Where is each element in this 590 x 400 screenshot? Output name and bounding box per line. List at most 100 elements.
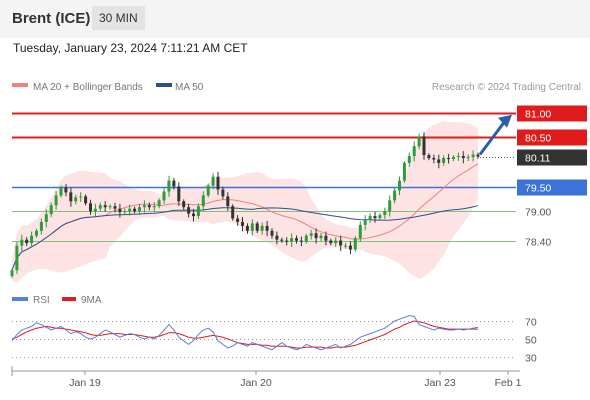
- candle-body: [128, 208, 132, 212]
- candle-body: [138, 207, 141, 212]
- candle-body: [162, 191, 166, 201]
- x-axis-tick-label: Jan 19: [69, 377, 101, 389]
- candle-body: [211, 176, 215, 186]
- candle-body: [285, 240, 289, 242]
- candle-body: [167, 180, 171, 192]
- candle-body: [378, 215, 382, 219]
- candle-body: [103, 205, 107, 208]
- candle-body: [402, 162, 406, 181]
- candle-body: [35, 230, 38, 236]
- legend-label-9ma: 9MA: [81, 295, 102, 306]
- candlesticks: [10, 132, 480, 279]
- rsi-tick-label: 30: [525, 353, 537, 365]
- research-credit: Research © 2024 Trading Central: [432, 82, 581, 93]
- rsi-tick-label: 70: [525, 317, 537, 329]
- candle-body: [407, 156, 411, 163]
- candle-body: [133, 208, 137, 212]
- candle-body: [442, 158, 446, 163]
- candle-body: [10, 270, 14, 277]
- candle-body: [44, 214, 48, 222]
- level-lines: [12, 112, 516, 242]
- x-axis-tick-label: Jan 20: [240, 377, 272, 389]
- level-tag-label: 78.40: [525, 237, 551, 249]
- candle-body: [98, 205, 102, 209]
- x-axis-tick-label: Feb 1: [495, 377, 522, 389]
- candle-body: [255, 223, 259, 231]
- level-tag-label: 81.00: [525, 109, 551, 121]
- candle-body: [152, 206, 156, 208]
- candle-body: [476, 154, 480, 157]
- candle-body: [339, 240, 343, 246]
- candle-body: [147, 205, 151, 208]
- candle-body: [295, 238, 298, 241]
- candle-body: [398, 180, 401, 191]
- level-tag-bg-pivot: [517, 179, 587, 196]
- candle-body: [201, 195, 205, 207]
- level-tag-label: 80.11: [525, 153, 551, 165]
- candle-body: [447, 158, 450, 159]
- candle-body: [113, 206, 117, 209]
- level-tag-bg-resistance: [517, 129, 587, 146]
- forecast-arrow-head: [498, 114, 512, 128]
- candle-body: [437, 159, 441, 163]
- candle-body: [299, 240, 303, 242]
- candle-body: [25, 239, 29, 244]
- candle-body: [157, 200, 161, 207]
- x-axis: Jan 19 Jan 20 Jan 23 Feb 1: [69, 371, 522, 389]
- candle-body: [49, 205, 53, 215]
- candle-body: [79, 196, 83, 198]
- level-tag-label: 79.50: [525, 183, 551, 195]
- candle-body: [84, 196, 88, 204]
- legend-label-ma50: MA 50: [175, 82, 204, 93]
- timeframe-badge[interactable]: 30 MIN: [92, 6, 145, 30]
- forecast-arrow-shaft: [478, 118, 508, 156]
- candle-body: [344, 245, 347, 247]
- candle-body: [314, 233, 318, 239]
- chart-datetime: Tuesday, January 23, 2024 7:11:21 AM CET: [13, 41, 248, 55]
- legend-swatch-rsi: [12, 297, 28, 301]
- candle-body: [182, 201, 186, 208]
- rsi-panel: 70 50 30: [11, 315, 537, 365]
- candle-body: [69, 192, 73, 202]
- level-tag-label: 80.50: [525, 133, 551, 145]
- candle-body: [108, 206, 112, 208]
- ma50-line: [11, 205, 479, 271]
- candle-body: [304, 235, 308, 242]
- candle-body: [260, 225, 264, 231]
- candle-body: [270, 230, 274, 236]
- candle-body: [466, 157, 470, 158]
- candle-body: [20, 239, 24, 246]
- candle-body: [471, 154, 475, 158]
- candle-body: [172, 180, 176, 187]
- instrument-title: Brent (ICE): [12, 10, 91, 27]
- candle-body: [290, 238, 294, 242]
- candle-body: [30, 235, 34, 244]
- candle-body: [123, 211, 127, 213]
- candle-body: [427, 155, 431, 159]
- candle-body: [221, 189, 225, 197]
- candle-body: [15, 245, 19, 271]
- candle-body: [319, 235, 323, 239]
- candle-body: [177, 186, 181, 202]
- level-tag-bg-resistance: [517, 105, 587, 122]
- candle-body: [452, 157, 455, 159]
- rsi-9ma-line: [11, 320, 478, 349]
- candle-body: [196, 206, 200, 216]
- legend-label-rsi: RSI: [33, 295, 50, 306]
- candle-body: [93, 208, 97, 212]
- candle-body: [388, 200, 392, 212]
- candle-body: [54, 195, 58, 206]
- moving-averages: [11, 163, 479, 271]
- candle-body: [192, 213, 195, 217]
- candle-body: [74, 197, 78, 202]
- candle-body: [393, 190, 397, 201]
- header-bar: Brent (ICE) 30 MIN: [0, 0, 590, 38]
- candle-body: [206, 185, 210, 196]
- level-tags: 81.00 80.50 80.11 79.50 79.00 78.40: [517, 105, 587, 249]
- candle-body: [265, 225, 269, 231]
- candle-body: [383, 211, 387, 215]
- candle-body: [118, 208, 122, 213]
- candle-body: [250, 223, 254, 231]
- candle-body: [241, 222, 244, 226]
- rsi-tick-label: 50: [525, 335, 537, 347]
